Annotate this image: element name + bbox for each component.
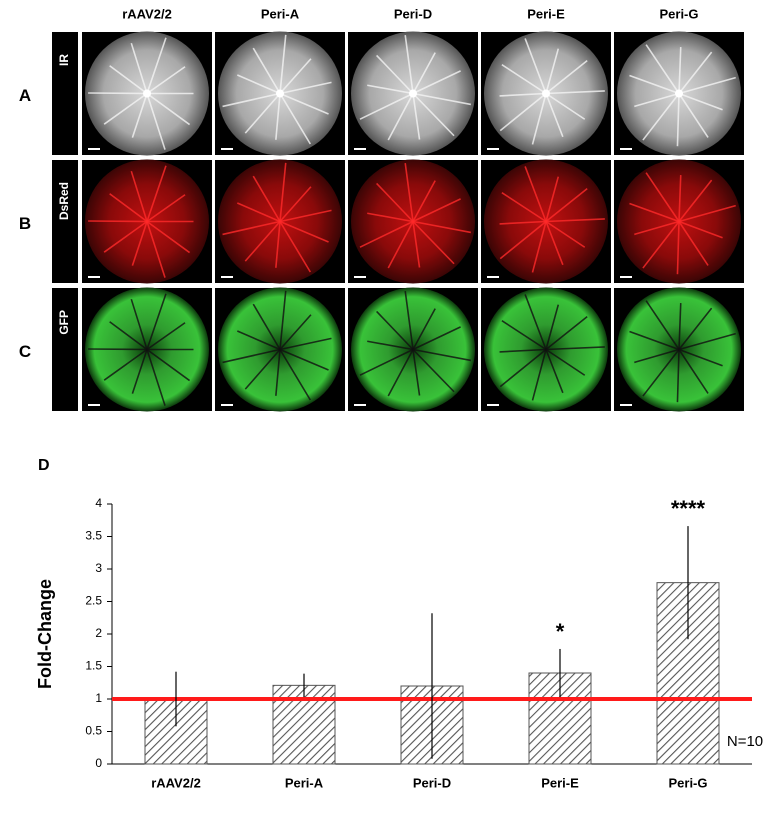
retina-image	[481, 160, 611, 284]
optic-disc	[409, 90, 417, 98]
retina-image	[82, 32, 212, 156]
retina-image	[614, 160, 744, 284]
significance: ****	[671, 496, 706, 521]
x-tick-label: Peri-E	[541, 775, 579, 790]
y-tick-label: 2	[95, 626, 102, 640]
y-tick-label: 0	[95, 756, 102, 770]
retina-image	[481, 288, 611, 412]
y-tick-label: 2.5	[85, 594, 102, 608]
retina-image	[348, 32, 478, 156]
y-tick-label: 0.5	[85, 724, 102, 738]
x-tick-label: rAAV2/2	[151, 775, 201, 790]
retina-image	[481, 32, 611, 156]
channel-strip	[52, 288, 78, 411]
note: N=10	[727, 733, 763, 750]
y-tick-label: 4	[95, 496, 102, 510]
x-tick-label: Peri-G	[668, 775, 707, 790]
retina-image	[215, 160, 345, 284]
y-tick-label: 1.5	[85, 659, 102, 673]
y-tick-label: 3	[95, 561, 102, 575]
y-tick-label: 3.5	[85, 529, 102, 543]
column-label: Peri-D	[394, 6, 432, 21]
row-label: C	[19, 342, 31, 361]
retina-image	[614, 32, 744, 156]
column-label: rAAV2/2	[122, 6, 172, 21]
significance: *	[556, 619, 565, 644]
y-tick-label: 1	[95, 691, 102, 705]
retina-image	[348, 160, 478, 284]
row-label: A	[19, 86, 31, 105]
retina-image	[82, 160, 212, 284]
optic-disc	[675, 90, 683, 98]
retina-image	[348, 288, 478, 412]
retina-image	[215, 288, 345, 412]
y-axis-title: Fold-Change	[35, 579, 55, 689]
channel-label: DsRed	[57, 182, 71, 220]
panel-label: D	[38, 457, 50, 474]
x-tick-label: Peri-A	[285, 775, 324, 790]
channel-label: GFP	[57, 310, 71, 335]
column-label: Peri-E	[527, 6, 565, 21]
column-label: Peri-G	[659, 6, 698, 21]
retina-image	[614, 288, 744, 412]
channel-strip	[52, 160, 78, 283]
row-label: B	[19, 214, 31, 233]
optic-disc	[143, 90, 151, 98]
x-tick-label: Peri-D	[413, 775, 451, 790]
retina-image	[215, 32, 345, 156]
channel-label: IR	[57, 54, 71, 66]
optic-disc	[276, 90, 284, 98]
retina-image	[82, 288, 212, 412]
channel-strip	[52, 32, 78, 155]
optic-disc	[542, 90, 550, 98]
column-label: Peri-A	[261, 6, 300, 21]
